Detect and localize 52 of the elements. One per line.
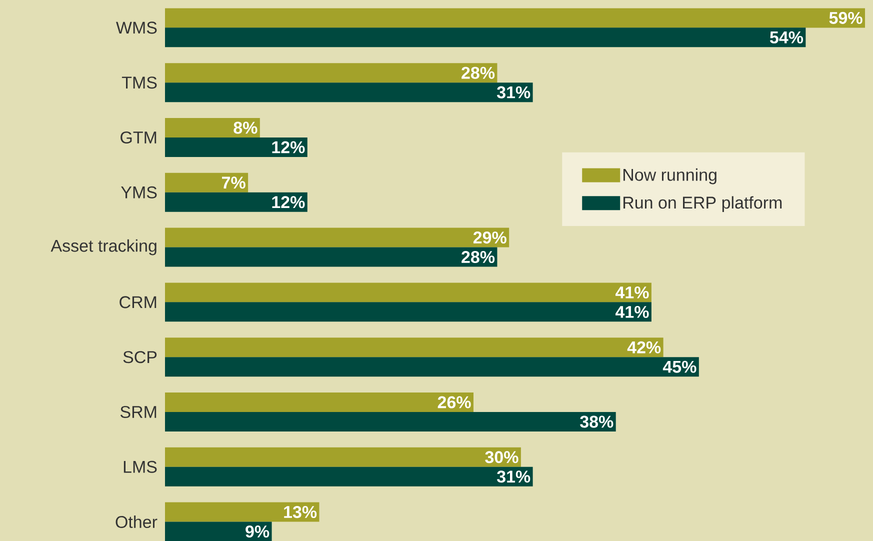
y-tick-label: SRM	[120, 406, 156, 418]
bar	[165, 82, 533, 102]
data-label: 59%	[829, 12, 862, 24]
data-label: 26%	[438, 396, 471, 408]
y-tick-label: Other	[116, 516, 158, 528]
data-label: 54%	[770, 31, 804, 44]
bar	[165, 137, 308, 157]
y-tick-label: WMS	[116, 22, 157, 34]
y-tick-label: Asset tracking	[50, 239, 156, 256]
y-tick-label: LMS	[124, 460, 157, 473]
data-label: 31%	[496, 470, 530, 483]
bar	[165, 228, 510, 248]
bar	[165, 63, 498, 83]
data-label: 28%	[462, 66, 495, 79]
legend-label: Run on ERP platform	[623, 196, 782, 212]
bar	[165, 247, 498, 267]
data-label: 30%	[485, 451, 518, 464]
data-label: 12%	[272, 196, 305, 208]
bar	[165, 502, 320, 522]
data-label: 45%	[662, 360, 696, 373]
data-label: 7%	[222, 176, 246, 189]
data-label: 9%	[246, 526, 270, 538]
y-tick-label: CRM	[120, 296, 156, 308]
bar	[165, 392, 474, 412]
bar	[165, 8, 866, 28]
legend-label: Now running	[623, 168, 716, 184]
data-label: 8%	[234, 122, 258, 134]
data-label: 28%	[462, 251, 495, 264]
bar	[165, 466, 533, 486]
y-tick-label: SCP	[123, 351, 157, 364]
y-tick-label: GTM	[120, 131, 156, 144]
data-label: 13%	[284, 506, 317, 518]
bar	[165, 412, 616, 432]
y-tick-label: TMS	[122, 76, 157, 89]
bar	[165, 28, 806, 48]
bar	[165, 522, 272, 541]
bar	[165, 192, 308, 212]
data-label: 41%	[615, 286, 649, 298]
bar	[165, 447, 521, 467]
bar	[165, 118, 260, 138]
data-label: 12%	[272, 141, 305, 154]
bar	[165, 302, 652, 322]
y-tick-label: YMS	[121, 186, 157, 198]
data-label: 31%	[496, 86, 530, 98]
bar	[165, 357, 699, 377]
bar	[165, 338, 664, 358]
data-label: 38%	[580, 416, 614, 428]
bar	[165, 282, 652, 302]
bar	[165, 172, 248, 192]
data-label: 42%	[627, 341, 661, 354]
data-label: 29%	[473, 232, 506, 244]
data-label: 41%	[615, 306, 649, 318]
